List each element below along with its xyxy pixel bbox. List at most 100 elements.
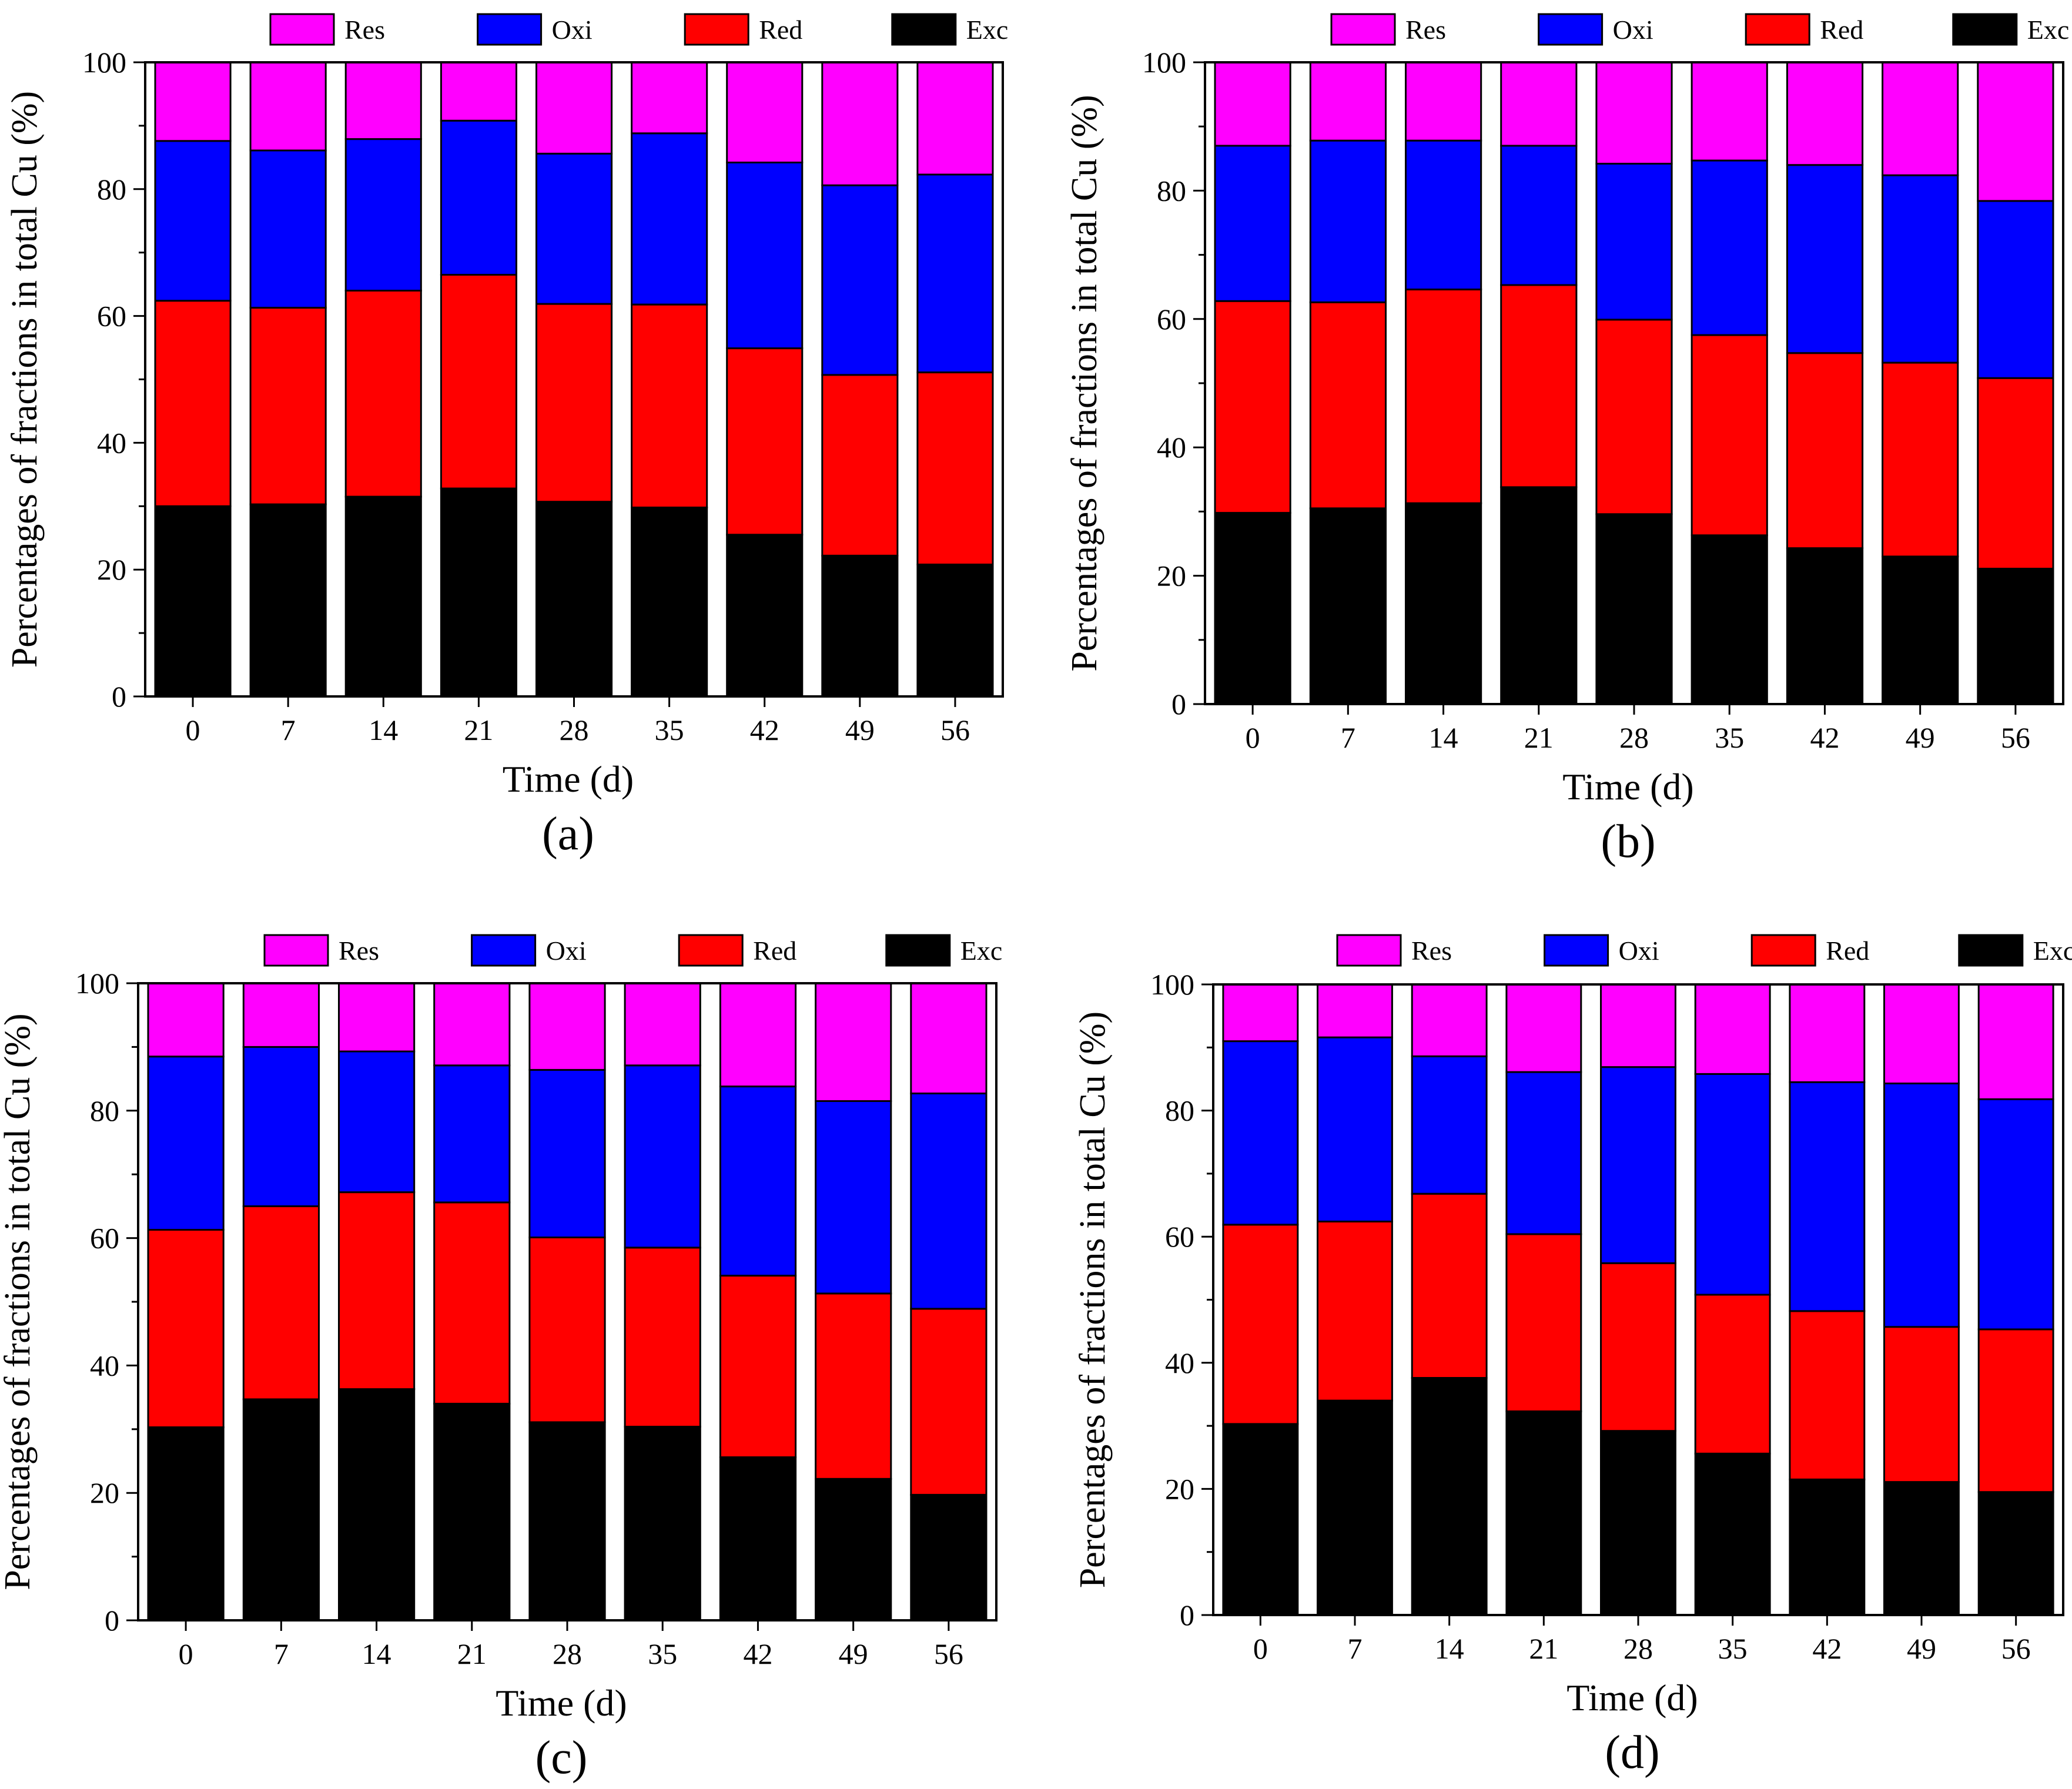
x-tick-label: 42 <box>1812 1632 1842 1665</box>
x-tick-label: 49 <box>839 1637 868 1670</box>
bar-segment-red-0 <box>1214 300 1291 514</box>
bar-segment-exc-7 <box>249 503 327 698</box>
plot-frame <box>137 982 997 1622</box>
x-axis-title: Time (d) <box>1562 766 1693 808</box>
bar-segment-res-0 <box>1222 983 1299 1043</box>
bar-segment-res-28 <box>1595 61 1673 165</box>
x-tick-label: 14 <box>362 1637 391 1670</box>
y-tick-label: 20 <box>97 553 126 586</box>
x-tick-label: 14 <box>1435 1632 1464 1665</box>
bar-segment-red-35 <box>631 303 708 508</box>
bar-segment-exc-42 <box>726 534 804 698</box>
x-axis-title: Time (d) <box>496 1682 627 1724</box>
x-tick-label: 56 <box>934 1637 963 1670</box>
bar-segment-exc-14 <box>1411 1377 1488 1616</box>
bar-segment-oxi-21 <box>433 1064 511 1204</box>
bar-segment-res-56 <box>1977 983 2054 1100</box>
legend-swatch-oxi <box>477 13 543 46</box>
bar-segment-exc-28 <box>1600 1430 1676 1616</box>
y-tick-label: 60 <box>90 1222 119 1255</box>
y-tick-label: 0 <box>1171 688 1186 721</box>
legend-label-res: Res <box>339 936 379 966</box>
bar-segment-oxi-56 <box>910 1093 988 1310</box>
y-tick-label: 60 <box>97 300 126 333</box>
bar-segment-res-56 <box>916 61 994 176</box>
x-tick-label: 21 <box>464 713 493 746</box>
x-tick-label: 49 <box>845 713 875 746</box>
bar-segment-oxi-0 <box>1222 1040 1299 1226</box>
bar-segment-red-42 <box>726 347 804 536</box>
y-tick-label: 60 <box>1157 303 1186 336</box>
y-tick-label: 100 <box>75 967 119 1000</box>
bar-segment-oxi-42 <box>1786 164 1864 354</box>
bar-segment-exc-35 <box>631 507 708 698</box>
x-tick-label: 56 <box>2001 721 2030 754</box>
legend-label-red: Red <box>753 936 796 966</box>
bar-segment-res-7 <box>1309 61 1387 142</box>
bar-segment-oxi-42 <box>1789 1081 1866 1312</box>
chart-panel-d: 0 7 14 21 28 35 42 49 56 0 20 40 60 80 100 Time (d) Perc… <box>1073 934 2072 1778</box>
x-tick-label: 42 <box>743 1637 772 1670</box>
bar-segment-oxi-28 <box>1595 163 1673 321</box>
bar-segment-res-7 <box>249 61 327 152</box>
legend-label-res: Res <box>344 15 385 45</box>
bar-segment-res-42 <box>726 61 804 163</box>
bar-segment-exc-49 <box>821 555 899 698</box>
legend-label-exc: Exc <box>2027 15 2070 45</box>
bar-segment-oxi-28 <box>528 1068 606 1239</box>
x-tick-label: 0 <box>1253 1632 1268 1665</box>
x-tick-label: 28 <box>560 713 589 746</box>
bar-segment-res-14 <box>1405 61 1482 142</box>
bar-segment-red-49 <box>1883 1326 1960 1483</box>
bar-segment-red-56 <box>1977 377 2054 570</box>
bar-segment-oxi-7 <box>1309 139 1387 303</box>
legend-label-exc: Exc <box>966 15 1009 45</box>
y-tick-label: 20 <box>1157 560 1186 592</box>
legend-swatch-res <box>1336 934 1402 967</box>
x-tick-label: 7 <box>1341 721 1355 754</box>
panel-label: (a) <box>542 808 594 860</box>
y-tick-label: 0 <box>112 680 126 713</box>
bar-segment-oxi-0 <box>154 140 232 302</box>
bar-segment-exc-0 <box>1214 512 1291 705</box>
bar-segment-red-35 <box>1691 334 1768 537</box>
x-tick-label: 35 <box>1715 721 1744 754</box>
bar-segment-oxi-56 <box>1977 1098 2054 1331</box>
x-tick-label: 42 <box>750 713 779 746</box>
bar-segment-res-21 <box>1500 61 1578 147</box>
bar-segment-red-42 <box>1786 352 1864 550</box>
x-tick-label: 49 <box>1906 721 1935 754</box>
bar-segment-oxi-35 <box>1691 159 1768 336</box>
y-tick-label: 80 <box>90 1094 119 1127</box>
x-tick-label: 14 <box>1429 721 1458 754</box>
bar-segment-res-0 <box>154 61 232 142</box>
y-axis-title: Percentages of fractions in total Cu (%) <box>1065 95 1104 671</box>
bar-segment-res-42 <box>1786 61 1864 166</box>
bar-segment-red-56 <box>916 371 994 565</box>
x-tick-label: 56 <box>2001 1632 2031 1665</box>
legend-label-oxi: Oxi <box>546 936 587 966</box>
bar-segment-exc-42 <box>1786 547 1864 705</box>
legend-swatch-res <box>269 13 335 46</box>
bar-segment-exc-7 <box>1317 1399 1393 1616</box>
bar-segment-res-49 <box>821 61 899 186</box>
x-tick-label: 7 <box>1348 1632 1363 1665</box>
bar-segment-oxi-7 <box>249 149 327 309</box>
x-tick-label: 0 <box>186 713 200 746</box>
bar-segment-exc-49 <box>1882 555 1959 705</box>
bar-segment-exc-56 <box>1977 1491 2054 1616</box>
y-axis-title: Percentages of fractions in total Cu (%) <box>0 1013 38 1590</box>
x-tick-label: 21 <box>1529 1632 1558 1665</box>
bar-segment-red-42 <box>1789 1310 1866 1480</box>
bar-segment-red-21 <box>1500 284 1578 488</box>
bar-segment-red-35 <box>1694 1294 1771 1455</box>
bar-segment-oxi-21 <box>1505 1071 1582 1235</box>
bar-segment-res-28 <box>1600 983 1676 1068</box>
x-tick-label: 35 <box>1718 1632 1748 1665</box>
bar-segment-exc-28 <box>528 1421 606 1622</box>
bar-segment-res-28 <box>528 982 606 1071</box>
bar-segment-res-21 <box>433 982 511 1067</box>
legend-label-res: Res <box>1411 936 1452 966</box>
